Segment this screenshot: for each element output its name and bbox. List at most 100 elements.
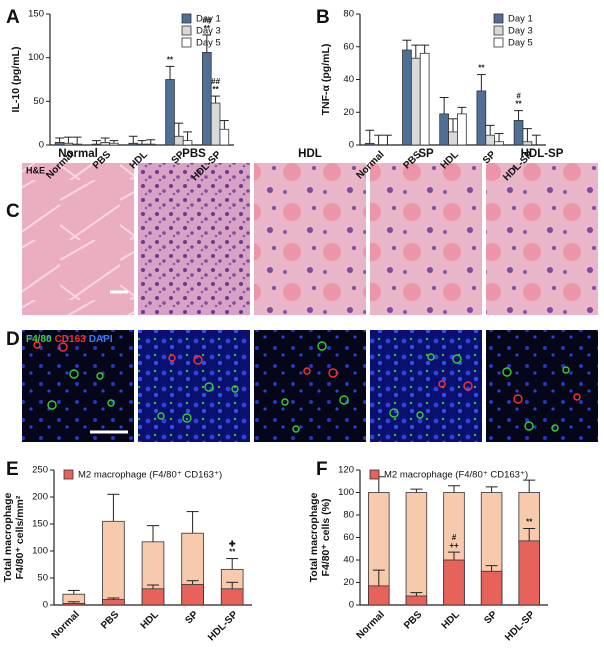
bar [439,113,449,146]
if-cell [96,372,104,380]
bar [443,559,465,606]
bar [494,141,504,146]
legend-swatch [493,37,504,48]
legend-label: Day 3 [508,26,533,37]
if-cell [562,366,570,374]
bar [364,142,375,146]
legend-label: M2 macrophage (F4/80⁺ CD163⁺) [78,470,222,481]
if-cell [513,394,523,404]
y-tick-label: 150 [28,9,44,20]
if-cell [524,421,534,431]
he-image [486,163,598,315]
legend-label: Day 3 [196,26,221,37]
bar [63,142,74,146]
if-cell [182,413,192,423]
y-axis-label: F4/80⁺ cells/mm² [14,495,26,579]
if-image [486,330,598,442]
y-tick-label: 40 [343,74,354,85]
significance-mark: ** [204,24,211,33]
bar [476,90,487,146]
if-cell [107,399,115,407]
x-tick-label: SP [183,609,200,626]
legend-label: Day 1 [196,14,221,25]
y-tick-label: 120 [338,465,354,476]
if-cell [551,424,559,432]
bar [522,141,533,146]
if-cell [328,368,338,378]
bar [480,570,503,606]
if-cell [463,381,473,391]
bar [137,143,147,146]
if-cell [317,341,327,351]
y-tick-label: 60 [343,41,354,52]
bar [174,135,184,146]
if-cell [231,385,239,393]
x-tick-label: PBS [99,609,122,632]
bar [485,134,496,146]
legend-swatch [181,13,192,24]
y-tick-label: 80 [343,510,354,521]
y-tick-label: 200 [32,492,48,503]
legend-label: Day 5 [508,38,533,49]
x-tick-label: Normal [355,609,387,641]
if-cell [389,408,399,418]
bar [100,141,110,146]
y-tick-label: 50 [37,573,48,584]
panel-letter: A [6,7,20,28]
significance-mark: ✚ [229,540,236,549]
significance-mark: ** [229,548,236,557]
legend-swatch [493,25,504,36]
he-image [254,163,366,315]
legend-swatch [181,37,192,48]
if-label-part: F4/80 [26,334,52,345]
if-cell [339,395,349,405]
significance-mark: ## [211,77,220,86]
column-label: Normal [58,148,98,160]
panel-letter: E [6,459,19,480]
if-label: F4/80 CD163 DAPI [26,334,113,345]
legend-swatch [63,469,74,480]
y-axis-label: TNF-α (pg/mL) [320,44,332,116]
bar [72,143,82,146]
column-label: PBS [182,148,206,160]
bar [102,520,125,606]
if-cell [502,367,512,377]
y-tick-label: 100 [338,487,354,498]
bar [54,141,65,146]
significance-mark: ** [478,64,485,73]
y-axis-label: Total macrophage [308,493,320,583]
significance-mark: ** [515,100,522,109]
bar [182,140,193,146]
y-tick-label: 0 [43,600,48,611]
panel-letter: B [316,7,330,28]
significance-mark: ** [167,56,174,65]
legend-label: Day 5 [196,38,221,49]
bar [102,599,125,606]
bar [518,540,540,606]
stain-label: H&E [26,165,45,175]
significance-mark: # [516,92,521,101]
panel-letter: F [316,459,328,480]
bar [109,142,119,146]
y-tick-label: 0 [39,140,44,151]
significance-mark: ## [202,16,211,25]
bar [405,492,428,606]
panel-letter: D [6,329,20,350]
if-cell [303,367,311,375]
y-tick-label: 50 [33,96,44,107]
if-cell [47,400,57,410]
y-tick-label: 250 [32,465,48,476]
panel-letter: C [6,201,20,222]
y-tick-label: 0 [349,600,354,611]
if-cell [157,412,165,420]
if-image [370,330,482,442]
if-cell [69,369,79,379]
if-cell [58,342,68,352]
bar [405,595,428,606]
if-cell [427,353,435,361]
x-tick-label: Normal [50,609,82,641]
bar [202,52,212,146]
bar [457,113,467,146]
y-tick-label: 0 [349,140,354,151]
